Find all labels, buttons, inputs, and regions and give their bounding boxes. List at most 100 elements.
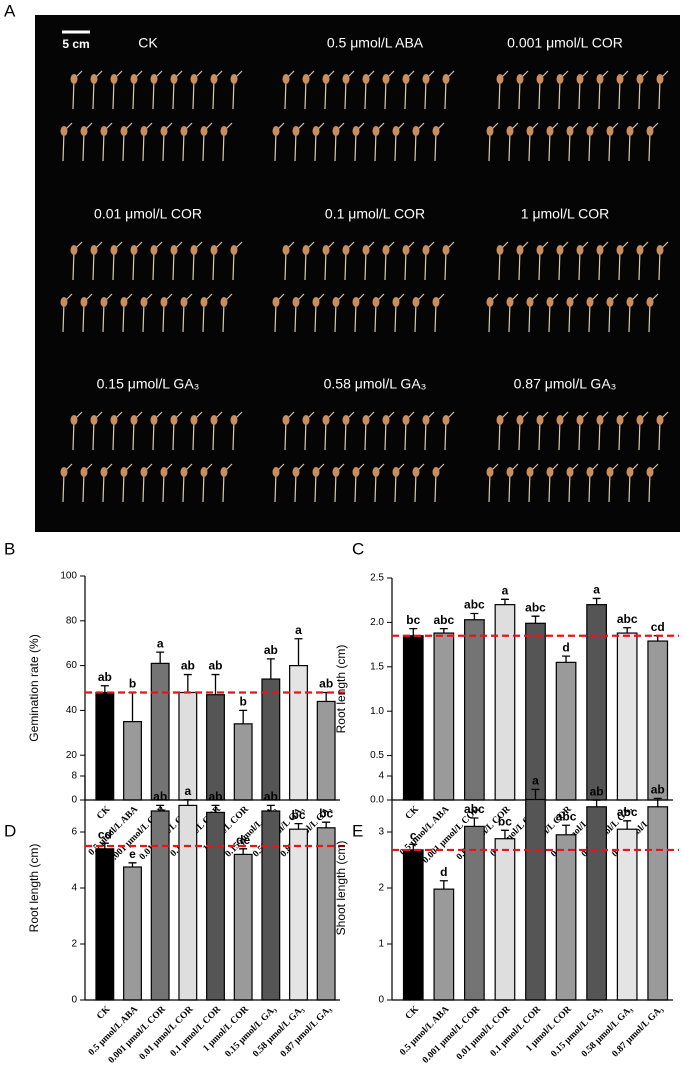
seed <box>200 126 208 136</box>
seed <box>110 74 118 84</box>
root <box>658 249 661 281</box>
seed <box>536 415 544 425</box>
root <box>384 78 387 110</box>
root <box>294 301 297 333</box>
root <box>404 249 407 281</box>
significance-letter: b <box>129 677 136 691</box>
root <box>638 78 641 110</box>
x-tick-label: 0.5 μmol/L ABA <box>87 1005 140 1058</box>
root <box>394 130 397 162</box>
seed <box>626 297 634 307</box>
seed <box>586 467 594 477</box>
root <box>598 78 601 110</box>
seed <box>302 415 310 425</box>
bar <box>123 866 142 1001</box>
bar <box>616 632 638 801</box>
significance-letter: abc <box>433 613 454 627</box>
error-bar <box>211 804 220 813</box>
root <box>638 249 641 281</box>
root <box>538 249 541 281</box>
seed <box>586 297 594 307</box>
root <box>444 249 447 281</box>
root <box>284 419 287 451</box>
root <box>122 471 125 503</box>
error-bar <box>128 691 137 722</box>
seed <box>352 126 360 136</box>
bar <box>233 723 253 801</box>
seed <box>322 245 330 255</box>
significance-letter: ab <box>153 790 167 804</box>
root <box>162 301 165 333</box>
seed <box>432 467 440 477</box>
root <box>284 78 287 110</box>
significance-letter: a <box>532 774 539 788</box>
bar <box>316 827 336 1001</box>
bar <box>647 640 669 801</box>
seed <box>432 297 440 307</box>
root <box>202 301 205 333</box>
treatment-label: 0.5 μmol/L ABA <box>327 35 424 51</box>
y-tick-label: 0.5 <box>370 750 384 761</box>
error-bar <box>439 627 448 634</box>
bar <box>647 806 669 1001</box>
y-tick-label: 3 <box>378 827 384 838</box>
seed <box>546 297 554 307</box>
seed <box>402 245 410 255</box>
root <box>598 419 601 451</box>
y-tick-label: 6 <box>71 827 77 838</box>
significance-letter: bc <box>498 814 512 828</box>
seed <box>180 297 188 307</box>
root <box>132 249 135 281</box>
significance-letter: a <box>184 784 191 798</box>
seed <box>70 415 78 425</box>
root <box>498 249 501 281</box>
bar <box>289 828 308 1001</box>
scale-label: 5 cm <box>62 37 89 51</box>
bar <box>206 694 225 801</box>
bar <box>555 834 577 1001</box>
root <box>444 78 447 110</box>
seed <box>626 467 634 477</box>
significance-letter: b <box>239 695 246 709</box>
x-tick-label: 0.1 μmol/L COR <box>169 1005 223 1059</box>
error-bar <box>623 820 632 830</box>
root <box>374 130 377 162</box>
y-tick-label: 1.5 <box>370 661 384 672</box>
root <box>324 249 327 281</box>
root <box>102 471 105 503</box>
error-bar <box>653 797 662 807</box>
treatment-label: 0.58 μmol/L GA₃ <box>324 376 427 392</box>
seed <box>200 297 208 307</box>
root <box>182 130 185 162</box>
y-tick-label: 4 <box>378 771 384 782</box>
x-tick-label: 0.87 μmol/L GA₃ <box>279 1004 334 1059</box>
root <box>424 249 427 281</box>
seed <box>90 245 98 255</box>
y-tick-label: 0 <box>71 795 77 806</box>
seed <box>190 245 198 255</box>
significance-letter: abc <box>464 598 485 612</box>
bar <box>464 619 485 801</box>
treatment-label: CK <box>138 35 158 51</box>
seed <box>180 467 188 477</box>
seed <box>140 467 148 477</box>
seed <box>140 297 148 307</box>
root <box>112 249 115 281</box>
bar <box>586 806 607 1001</box>
seed <box>60 297 68 307</box>
bar <box>464 825 485 1001</box>
root <box>102 130 105 162</box>
bar <box>433 888 455 1001</box>
root <box>92 249 95 281</box>
y-axis-title: Root length (cm) <box>27 844 41 933</box>
root <box>578 249 581 281</box>
root <box>568 301 571 333</box>
treatment-label: 0.001 μmol/L COR <box>507 35 623 51</box>
significance-letter: ab <box>319 677 333 691</box>
root <box>498 78 501 110</box>
root <box>578 419 581 451</box>
treatment-label: 0.1 μmol/L COR <box>325 206 425 222</box>
root <box>132 78 135 110</box>
seed <box>70 245 78 255</box>
error-bar <box>183 673 192 693</box>
